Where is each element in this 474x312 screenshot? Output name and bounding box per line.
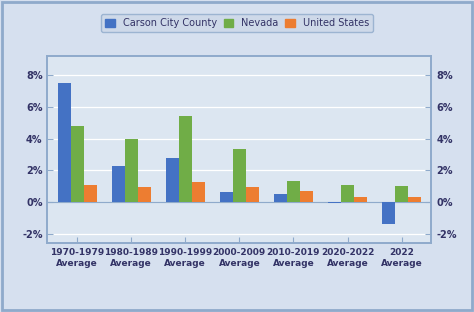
Bar (233, 149, 246, 202)
Bar (354, 197, 367, 202)
Bar (138, 187, 151, 202)
Bar (58, 83, 71, 202)
Bar (71, 126, 83, 202)
Bar (382, 202, 395, 224)
Bar (192, 182, 205, 202)
Legend: Carson City County, Nevada, United States: Carson City County, Nevada, United State… (101, 14, 373, 32)
Bar (166, 158, 179, 202)
Bar (300, 191, 313, 202)
Bar (220, 192, 233, 202)
Bar (287, 181, 300, 202)
Bar (83, 185, 97, 202)
Bar (395, 186, 408, 202)
Bar (328, 202, 341, 203)
Bar (408, 197, 421, 202)
Bar (341, 185, 354, 202)
Bar (125, 139, 138, 202)
Bar (179, 116, 192, 202)
Bar (274, 194, 287, 202)
Bar (112, 166, 125, 202)
Bar (246, 187, 259, 202)
